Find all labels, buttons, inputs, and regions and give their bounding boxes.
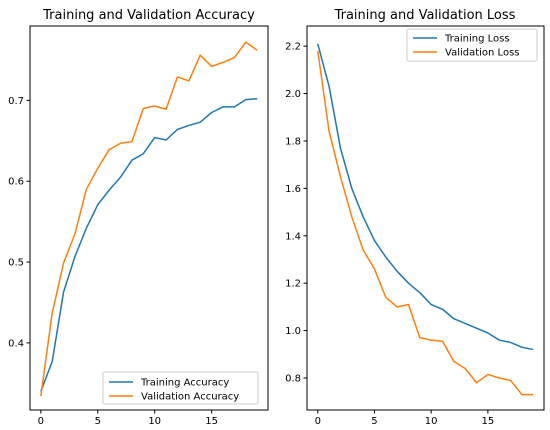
accuracy-y-tick-label: 0.4 bbox=[8, 338, 24, 349]
loss-y-tick-label: 2.0 bbox=[285, 89, 301, 100]
series-line-training-loss bbox=[317, 43, 534, 351]
legend-label-validation-accuracy: Validation Accuracy bbox=[141, 392, 239, 403]
loss-x-tick-label: 15 bbox=[482, 416, 495, 427]
loss-y-tick-label: 1.8 bbox=[285, 136, 301, 147]
legend-label-training-accuracy: Training Accuracy bbox=[140, 378, 229, 389]
accuracy-x-tick-label: 5 bbox=[95, 416, 101, 427]
loss-x-tick-label: 5 bbox=[371, 416, 377, 427]
loss-y-tick-label: 1.6 bbox=[285, 184, 301, 195]
loss-legend: Training Loss Validation Loss bbox=[406, 28, 538, 62]
accuracy-legend-box bbox=[102, 371, 259, 405]
loss-y-tick-label: 1.0 bbox=[285, 326, 301, 337]
loss-x-tick-label: 0 bbox=[315, 416, 321, 427]
legend-label-validation-loss: Validation Loss bbox=[445, 48, 520, 59]
accuracy-y-tick-label: 0.6 bbox=[8, 177, 24, 188]
accuracy-x-tick-label: 15 bbox=[205, 416, 218, 427]
loss-x-tick-label: 10 bbox=[425, 416, 438, 427]
loss-y-tick-label: 0.8 bbox=[285, 374, 301, 385]
accuracy-chart: Training and Validation Accuracy 0 5 10 150… bbox=[8, 8, 269, 427]
loss-plot-frame bbox=[306, 25, 545, 411]
loss-chart: Training and Validation Loss 0 5 10 15 0.8 1.… bbox=[285, 8, 545, 427]
loss-legend-box bbox=[406, 28, 538, 62]
series-line-training-accuracy bbox=[40, 98, 258, 392]
accuracy-x-tick-label: 0 bbox=[38, 416, 44, 427]
series-line-validation-loss bbox=[317, 50, 534, 396]
loss-plot-area: 0 5 10 15 0.8 1.0 1.2 1.4 1.6 1.8 2.0 2.2 bbox=[285, 25, 545, 427]
accuracy-x-tick-label: 10 bbox=[148, 416, 161, 427]
legend-label-training-loss: Training Loss bbox=[444, 34, 510, 45]
accuracy-y-tick-label: 0.7 bbox=[8, 96, 24, 107]
loss-y-tick-label: 1.4 bbox=[285, 231, 301, 242]
accuracy-legend: Training Accuracy Validation Accuracy bbox=[102, 371, 259, 405]
accuracy-plot-frame bbox=[29, 25, 269, 411]
loss-y-tick-label: 2.2 bbox=[285, 42, 301, 53]
loss-chart-title: Training and Validation Loss bbox=[334, 8, 516, 23]
series-line-validation-accuracy bbox=[40, 41, 258, 397]
accuracy-plot-area: 0 5 10 15 0.4 0.5 0.6 0.7 bbox=[8, 25, 269, 427]
accuracy-y-tick-label: 0.5 bbox=[8, 258, 24, 269]
accuracy-chart-title: Training and Validation Accuracy bbox=[42, 8, 255, 23]
loss-y-tick-label: 1.2 bbox=[285, 279, 301, 290]
